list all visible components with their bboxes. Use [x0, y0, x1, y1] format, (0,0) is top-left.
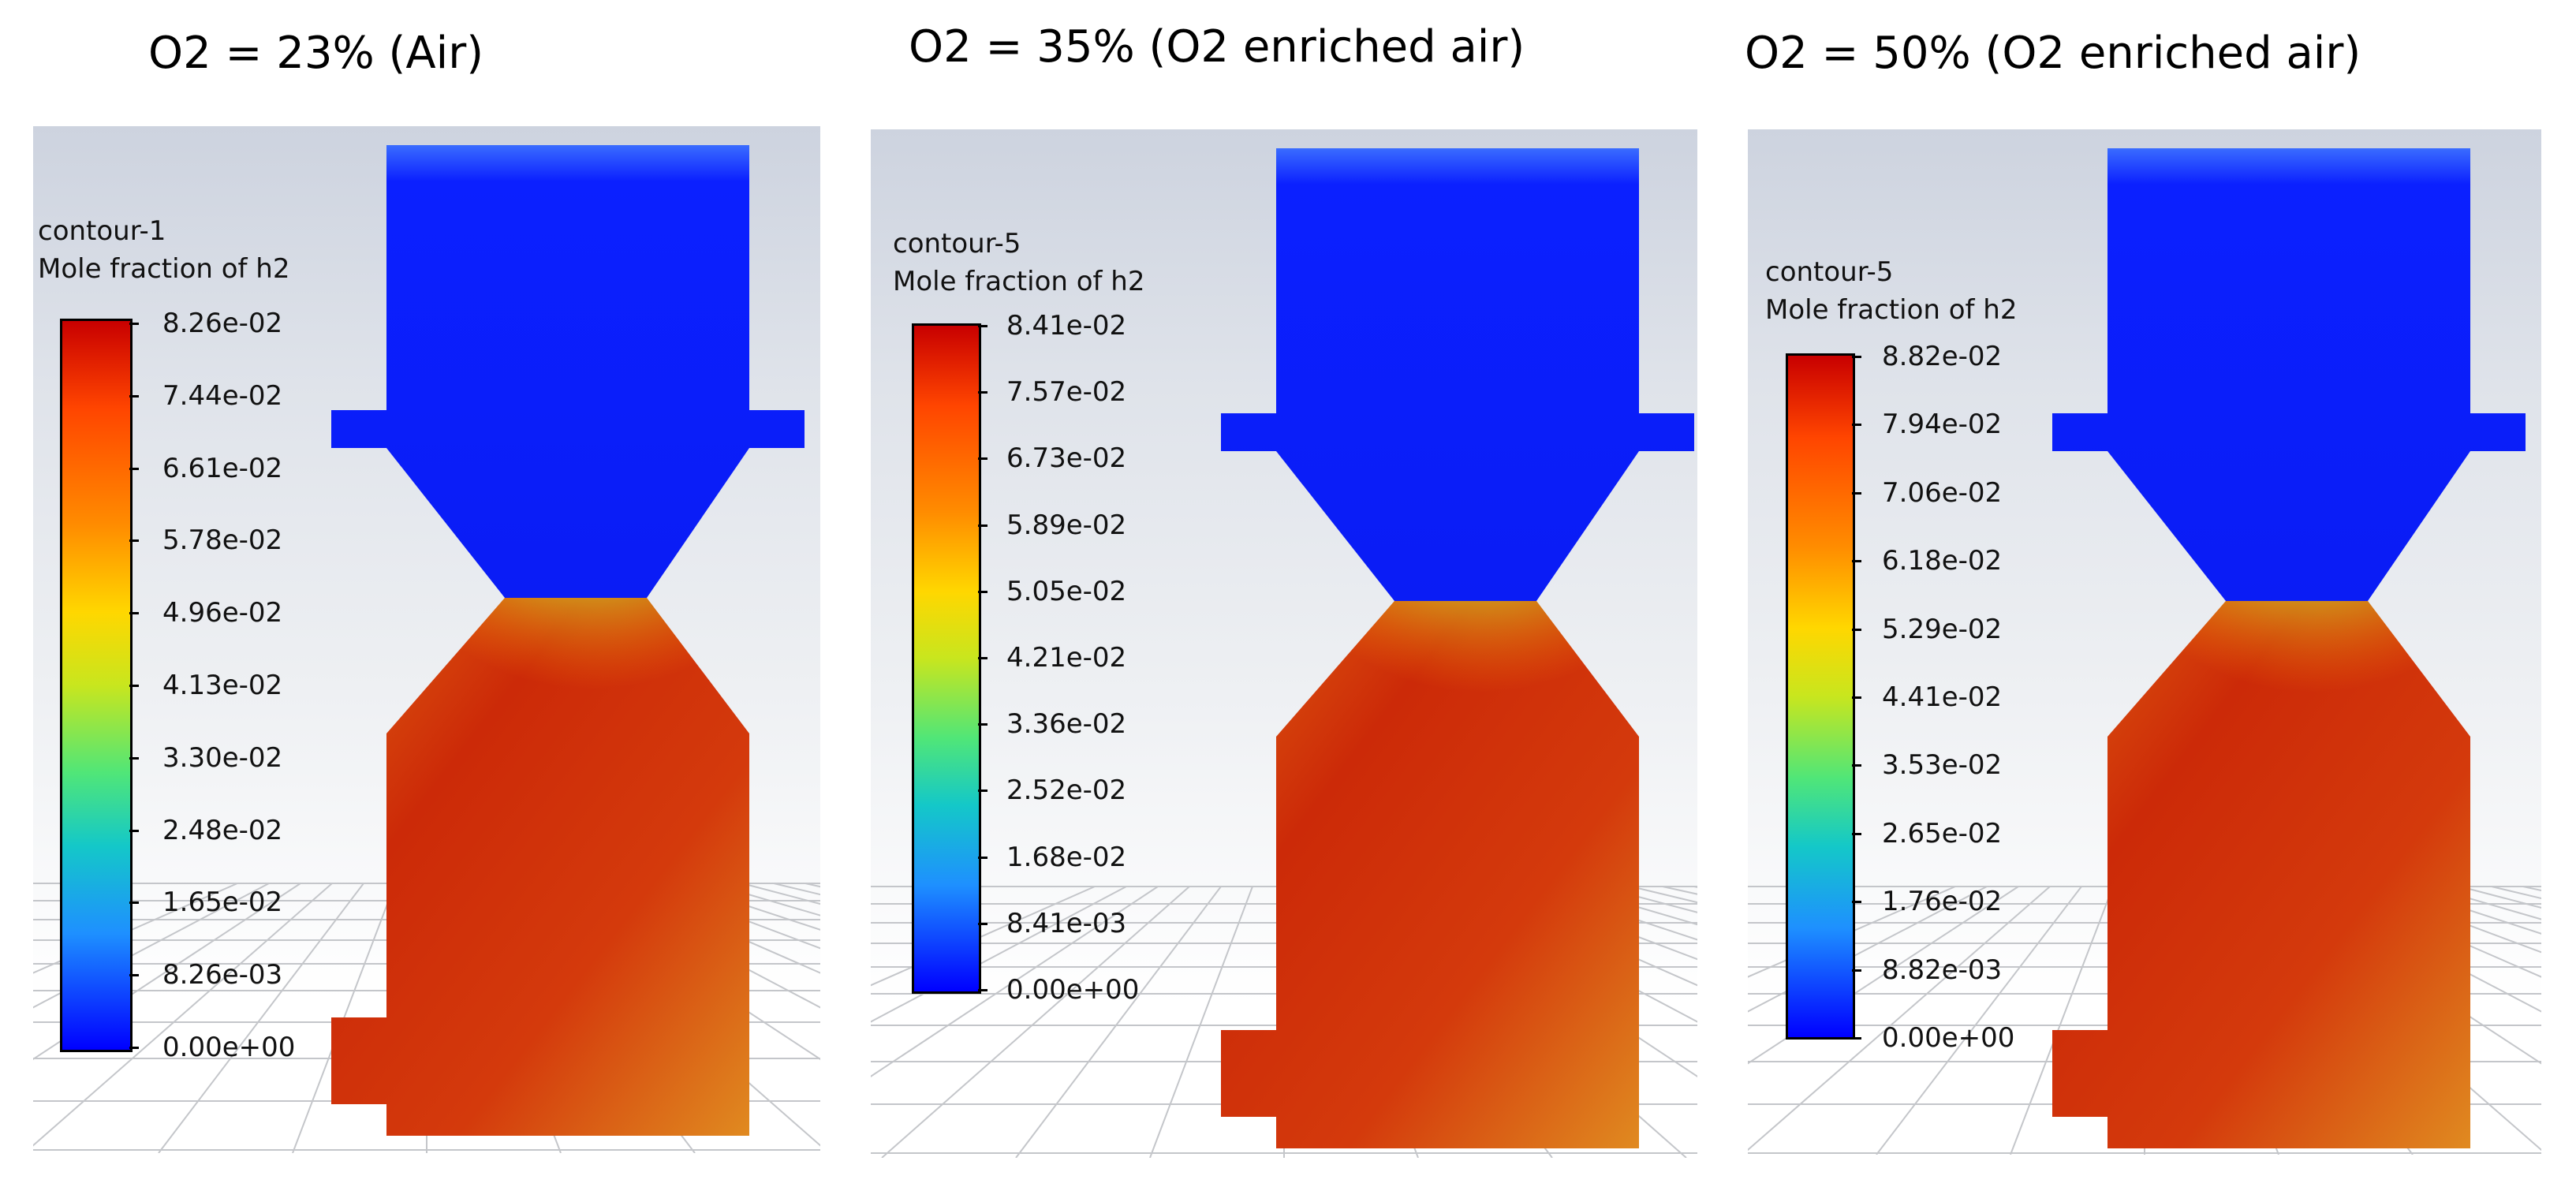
- colorbar-tick-label: 4.41e-02: [1882, 681, 2003, 713]
- panel-3-graphics: [1748, 148, 2541, 1155]
- colorbar-tick-mark: [1852, 696, 1861, 699]
- colorbar-tick-mark: [129, 685, 139, 687]
- colorbar-tick-label: 1.76e-02: [1882, 886, 2003, 918]
- colorbar-tick-mark: [1852, 424, 1861, 427]
- panel-2-title: O2 = 35% (O2 enriched air): [909, 21, 1525, 73]
- colorbar-tick-mark: [129, 323, 139, 325]
- panel-2-legend-quantity: Mole fraction of h2: [893, 266, 1145, 297]
- colorbar-tick-label: 8.26e-03: [162, 959, 283, 991]
- colorbar-tick-label: 0.00e+00: [162, 1032, 296, 1063]
- colorbar-tick-mark: [129, 829, 139, 832]
- colorbar-tick-label: 7.44e-02: [162, 379, 283, 412]
- colorbar-tick-mark: [978, 922, 987, 925]
- colorbar-tick-label: 0.00e+00: [1882, 1022, 2015, 1054]
- colorbar-tick-mark: [978, 325, 987, 327]
- colorbar-tick-mark: [129, 1047, 139, 1049]
- colorbar-tick-label: 7.57e-02: [1006, 376, 1127, 409]
- h2-plume: [2060, 601, 2470, 932]
- panel-1-legend-name: contour-1: [38, 215, 166, 247]
- colorbar-tick-mark: [978, 989, 987, 991]
- panel-3-legend-quantity: Mole fraction of h2: [1765, 294, 2018, 326]
- colorbar-tick-label: 2.48e-02: [162, 814, 283, 846]
- colorbar-tick-label: 3.36e-02: [1006, 708, 1127, 741]
- panel-1-title: O2 = 23% (Air): [148, 28, 484, 79]
- panel-3-colorbar: [1786, 353, 1855, 1040]
- colorbar-tick-mark: [129, 756, 139, 760]
- colorbar-tick-mark: [978, 723, 987, 726]
- contour-panel-1: contour-1 Mole fraction of h2 8.26e-02 7.…: [33, 126, 820, 1153]
- panel-2-graphics: [871, 148, 1697, 1158]
- colorbar-tick-mark: [1852, 560, 1861, 563]
- colorbar-tick-mark: [1852, 969, 1861, 972]
- colorbar-tick-label: 1.65e-02: [162, 887, 283, 919]
- colorbar-tick-label: 3.30e-02: [162, 741, 283, 774]
- colorbar-tick-label: 8.82e-02: [1882, 341, 2003, 372]
- panel-1-legend-quantity: Mole fraction of h2: [38, 253, 290, 285]
- colorbar-tick-label: 6.61e-02: [162, 452, 283, 484]
- colorbar-tick-label: 0.00e+00: [1006, 974, 1140, 1006]
- upper-chamber: [2052, 148, 2526, 601]
- panel-1-graphics: [33, 145, 820, 1153]
- colorbar-tick-label: 1.68e-02: [1006, 841, 1127, 873]
- h2-plume: [339, 598, 749, 929]
- reactor-geometry: [2052, 148, 2526, 1148]
- colorbar-tick-label: 3.53e-02: [1882, 749, 2003, 782]
- colorbar-tick-mark: [1852, 491, 1861, 495]
- panel-2-colorbar: [912, 323, 981, 994]
- reactor-geometry: [1221, 148, 1694, 1148]
- colorbar-tick-mark: [129, 612, 139, 615]
- contour-panel-2: contour-5 Mole fraction of h2 8.41e-02 7.…: [871, 129, 1697, 1158]
- colorbar-tick-mark: [129, 467, 139, 470]
- colorbar-tick-label: 2.52e-02: [1006, 775, 1127, 807]
- h2-plume: [1229, 601, 1639, 932]
- colorbar-tick-mark: [978, 790, 987, 793]
- contour-panel-3: contour-5 Mole fraction of h2 8.82e-02 7.…: [1748, 129, 2541, 1155]
- upper-chamber: [1221, 148, 1694, 601]
- colorbar-tick-label: 8.41e-02: [1006, 310, 1127, 342]
- colorbar-tick-mark: [978, 590, 987, 593]
- colorbar-tick-label: 5.29e-02: [1882, 613, 2003, 645]
- colorbar-tick-mark: [129, 539, 139, 543]
- colorbar-tick-label: 4.21e-02: [1006, 642, 1127, 674]
- panel-3-title: O2 = 50% (O2 enriched air): [1745, 28, 2361, 79]
- colorbar-tick-mark: [1852, 764, 1861, 767]
- colorbar-tick-mark: [129, 974, 139, 977]
- colorbar-tick-mark: [1852, 901, 1861, 904]
- colorbar-tick-mark: [129, 394, 139, 398]
- colorbar-tick-label: 8.82e-03: [1882, 954, 2003, 986]
- colorbar-tick-label: 7.06e-02: [1882, 476, 2003, 509]
- colorbar-tick-label: 5.89e-02: [1006, 509, 1127, 541]
- panel-3-legend-name: contour-5: [1765, 256, 1894, 288]
- colorbar-tick-mark: [129, 902, 139, 905]
- colorbar-tick-label: 4.96e-02: [162, 597, 283, 629]
- colorbar-tick-mark: [978, 856, 987, 859]
- colorbar-tick-mark: [978, 524, 987, 527]
- colorbar-tick-mark: [1852, 628, 1861, 631]
- colorbar-tick-mark: [1852, 1037, 1861, 1040]
- reactor-geometry: [331, 145, 805, 1136]
- colorbar-tick-label: 8.26e-02: [162, 308, 283, 339]
- colorbar-tick-label: 6.73e-02: [1006, 442, 1127, 475]
- colorbar-tick-mark: [978, 391, 987, 394]
- colorbar-tick-label: 2.65e-02: [1882, 817, 2003, 849]
- colorbar-tick-mark: [1852, 832, 1861, 835]
- colorbar-tick-label: 4.13e-02: [162, 670, 283, 701]
- upper-chamber: [331, 145, 805, 598]
- colorbar-tick-label: 5.05e-02: [1006, 575, 1127, 607]
- colorbar-tick-label: 5.78e-02: [162, 524, 283, 557]
- panel-2-legend-name: contour-5: [893, 228, 1021, 259]
- colorbar-tick-label: 7.94e-02: [1882, 409, 2003, 441]
- colorbar-tick-mark: [1852, 356, 1861, 358]
- panel-1-colorbar: [60, 319, 133, 1052]
- colorbar-tick-label: 6.18e-02: [1882, 545, 2003, 577]
- colorbar-tick-mark: [978, 457, 987, 461]
- colorbar-tick-mark: [978, 657, 987, 659]
- colorbar-tick-label: 8.41e-03: [1006, 907, 1127, 939]
